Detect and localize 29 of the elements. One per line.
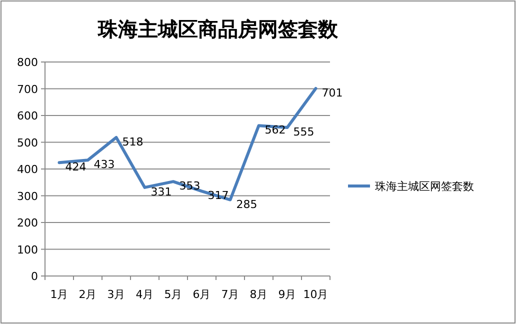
- y-tick-label: 100: [17, 243, 38, 256]
- data-label: 433: [94, 158, 115, 172]
- y-tick-label: 0: [31, 270, 38, 283]
- x-tick-label: 10月: [303, 288, 328, 301]
- data-label: 424: [65, 160, 86, 174]
- line-series: [58, 86, 318, 202]
- y-tick-label: 600: [17, 110, 38, 122]
- y-tick-label: 300: [17, 190, 38, 203]
- y-tick-label: 400: [17, 163, 38, 176]
- data-label: 518: [122, 135, 144, 148]
- x-tick-label: 8月: [250, 288, 268, 301]
- x-tick-label: 3月: [107, 288, 126, 301]
- x-tick-label: 2月: [78, 288, 97, 301]
- legend-label: 珠海主城区网签套数: [375, 180, 474, 193]
- x-tick-label: 1月: [50, 288, 68, 301]
- data-label: 285: [236, 198, 258, 211]
- x-tick-label: 7月: [221, 288, 240, 301]
- y-tick-label: 500: [17, 136, 38, 150]
- x-tick-label: 6月: [192, 288, 211, 301]
- data-label: 555: [293, 126, 314, 139]
- y-tick-label: 700: [17, 82, 38, 96]
- y-tick-label: 200: [17, 216, 38, 230]
- y-tick-label: 800: [17, 56, 38, 69]
- data-label: 331: [150, 185, 172, 198]
- x-tick-label: 5月: [164, 288, 182, 301]
- x-tick-label: 9月: [278, 288, 296, 301]
- x-tick-label: 4月: [136, 288, 154, 301]
- data-label: 701: [322, 86, 343, 100]
- chart-title: 珠海主城区商品房网签套数: [97, 18, 339, 41]
